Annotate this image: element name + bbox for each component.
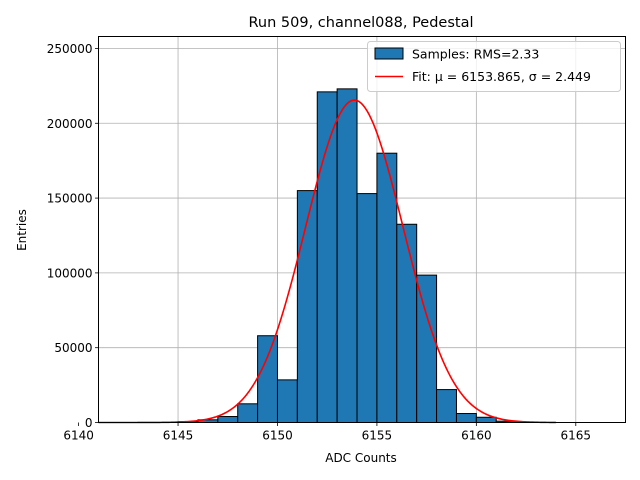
- histogram-bar: [356, 193, 378, 423]
- histogram-bar: [376, 152, 398, 424]
- y-tick-label: 200000: [47, 117, 93, 131]
- x-tick-label: 6165: [561, 429, 592, 443]
- x-tick-label: 6140: [63, 429, 94, 443]
- histogram-bar: [296, 190, 318, 423]
- legend-label-samples: Samples: RMS=2.33: [412, 47, 539, 62]
- histogram-bar: [276, 379, 298, 424]
- histogram-bars: [177, 88, 537, 424]
- x-tick-label: 6145: [163, 429, 194, 443]
- y-tick-label: 150000: [47, 192, 93, 206]
- histogram-bar: [455, 413, 477, 423]
- histogram-bar: [436, 389, 457, 423]
- chart-title: Run 509, channel088, Pedestal: [248, 15, 473, 31]
- legend-label-fit: Fit: μ = 6153.865, σ = 2.449: [412, 69, 591, 84]
- y-axis-ticks: 0 50000 100000 150000 200000 250000: [47, 42, 99, 430]
- legend-frame: [367, 41, 621, 92]
- plot-frame: [98, 36, 626, 423]
- histogram-bar: [396, 223, 418, 423]
- y-tick-label: 0: [85, 416, 93, 430]
- histogram-bar: [416, 274, 438, 423]
- histogram-bar: [316, 91, 338, 423]
- histogram-bar: [475, 416, 497, 424]
- x-tick-label: 6160: [461, 429, 492, 443]
- histogram-bar: [336, 88, 358, 423]
- x-tick-label: 6150: [262, 429, 293, 443]
- x-tick-label: 6155: [362, 429, 393, 443]
- legend: Samples: RMS=2.33 Fit: μ = 6153.865, σ =…: [367, 41, 621, 92]
- y-tick-label: 100000: [47, 266, 93, 280]
- histogram-bar: [237, 403, 259, 424]
- x-axis-label: ADC Counts: [325, 451, 397, 465]
- x-axis-ticks: 6140 6145 6150 6155 6160 6165: [63, 422, 592, 443]
- y-tick-label: 250000: [47, 42, 93, 56]
- y-axis-label: Entries: [15, 209, 29, 251]
- histogram-bar: [257, 335, 278, 423]
- histogram-bar: [217, 416, 239, 423]
- legend-swatch-samples: [374, 47, 404, 60]
- y-tick-label: 50000: [54, 341, 92, 355]
